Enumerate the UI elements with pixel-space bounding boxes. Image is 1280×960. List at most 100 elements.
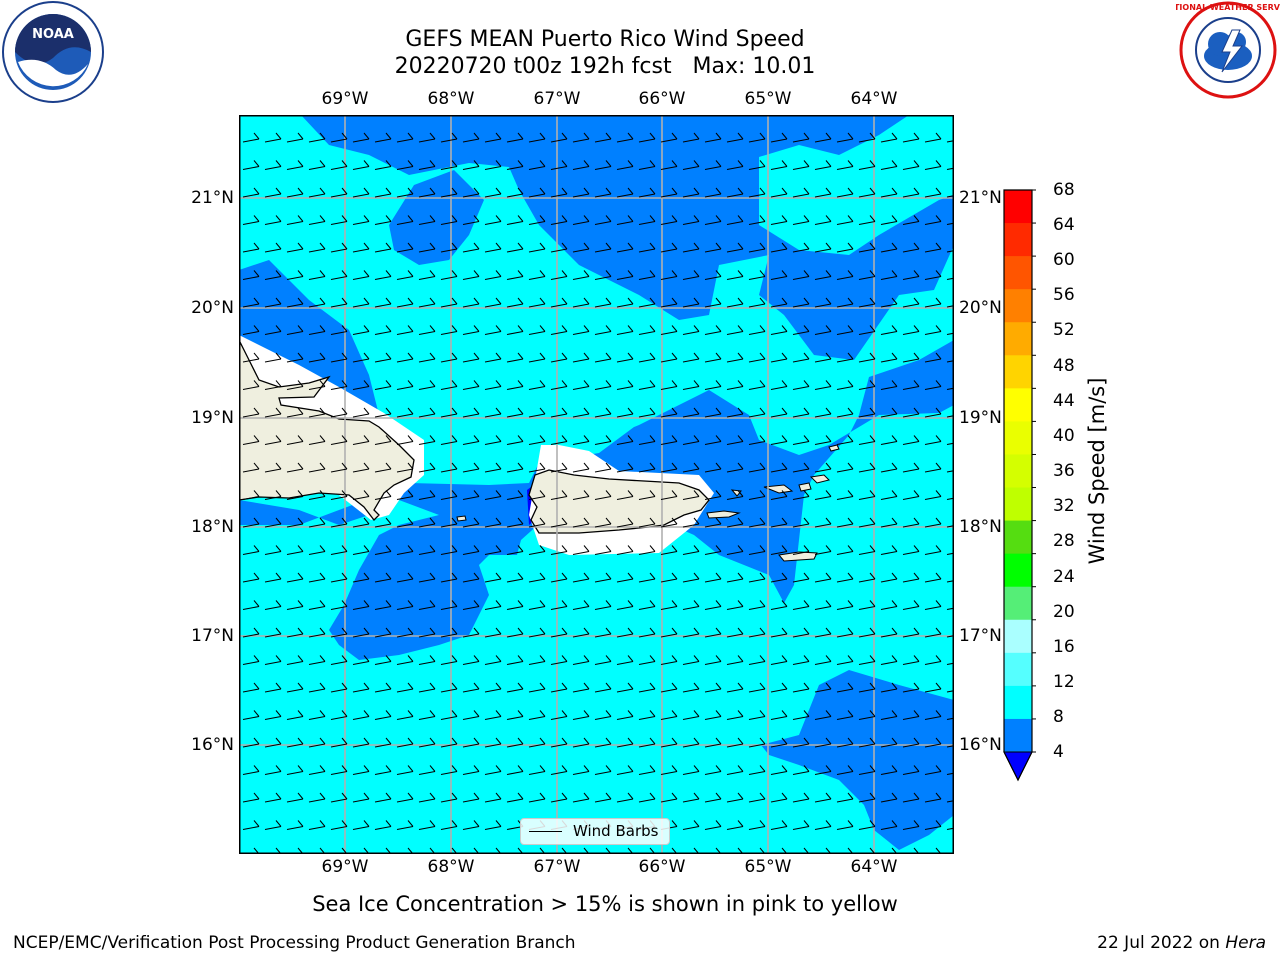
colorbar-bin xyxy=(1004,421,1032,455)
wind-barb xyxy=(660,352,678,363)
wind-barb xyxy=(616,765,634,775)
noaa-logo-text: NOAA xyxy=(32,27,74,42)
wind-barb xyxy=(660,600,678,610)
wind-barb xyxy=(374,765,392,775)
wind-barb xyxy=(440,270,458,280)
wind-barb xyxy=(418,435,436,445)
wind-barb xyxy=(330,325,348,335)
wind-barb xyxy=(286,270,304,280)
wind-barb xyxy=(682,435,700,445)
wind-barb xyxy=(330,462,348,473)
wind-barb xyxy=(836,270,854,280)
wind-barb xyxy=(484,352,502,363)
wind-barb xyxy=(858,187,876,198)
wind-barb xyxy=(374,572,392,583)
lat-tick-right-17: 17°N xyxy=(959,626,1002,646)
wind-barb xyxy=(748,682,766,693)
wind-barb xyxy=(836,407,854,418)
wind-barb xyxy=(726,572,744,583)
wind-barb xyxy=(770,490,788,500)
wind-barb xyxy=(748,132,766,143)
wind-barb xyxy=(352,627,370,638)
wind-barb xyxy=(506,132,524,143)
wind-barb xyxy=(594,600,612,610)
wind-barb xyxy=(660,765,678,775)
wind-barb xyxy=(836,297,854,308)
wind-barb xyxy=(572,710,590,720)
wind-barb xyxy=(594,627,612,638)
wind-barb xyxy=(924,187,942,198)
wind-barb xyxy=(550,765,568,775)
wind-barb xyxy=(484,462,502,473)
wind-barb xyxy=(748,765,766,775)
wind-barb xyxy=(528,132,546,143)
wind-barb xyxy=(264,380,282,390)
wind-barb xyxy=(396,380,414,390)
wind-barb xyxy=(946,800,954,803)
wind-barb xyxy=(814,545,832,555)
wind-barb xyxy=(682,270,700,280)
wind-barb xyxy=(374,627,392,638)
wind-barb xyxy=(308,242,326,253)
wind-barb xyxy=(770,765,788,775)
wind-barb xyxy=(352,490,370,500)
wind-barb xyxy=(682,655,700,665)
legend-label: Wind Barbs xyxy=(573,822,659,840)
wind-barb xyxy=(572,435,590,445)
wind-barb xyxy=(924,627,942,638)
wind-barb xyxy=(682,600,700,610)
wind-barb xyxy=(440,297,458,308)
nws-logo-text: NATIONAL WEATHER SERVICE xyxy=(1176,3,1280,12)
wind-barb xyxy=(616,600,634,610)
wind-barb xyxy=(484,270,502,280)
wind-barb xyxy=(924,270,942,280)
wind-barb xyxy=(352,710,370,720)
wind-barb xyxy=(396,160,414,170)
wind-barb xyxy=(396,682,414,693)
wind-barb xyxy=(396,600,414,610)
wind-barb xyxy=(506,187,524,198)
wind-barb xyxy=(616,710,634,720)
wind-barb xyxy=(396,545,414,555)
wind-barb xyxy=(528,325,546,335)
wind-barb xyxy=(572,765,590,775)
wind-barb xyxy=(814,187,832,198)
wind-barb xyxy=(704,242,722,253)
wind-barb xyxy=(726,490,744,500)
wind-barb xyxy=(616,380,634,390)
wind-barb xyxy=(308,435,326,445)
wind-barb xyxy=(946,772,954,775)
wind-barb xyxy=(638,710,656,720)
wind-barb xyxy=(572,572,590,583)
wind-barb xyxy=(946,580,954,583)
wind-barb xyxy=(836,600,854,610)
wind-barb xyxy=(704,435,722,445)
colorbar-bin xyxy=(1004,322,1032,356)
wind-barb xyxy=(902,545,920,555)
wind-barb xyxy=(374,600,392,610)
wind-barb xyxy=(484,545,502,555)
wind-barb xyxy=(528,187,546,198)
wind-barb xyxy=(946,140,954,143)
wind-barb xyxy=(330,737,348,748)
wind-barb xyxy=(594,325,612,335)
wind-barb xyxy=(726,655,744,665)
wind-barb xyxy=(396,737,414,748)
wind-barb xyxy=(704,297,722,308)
wind-barb xyxy=(638,380,656,390)
wind-barb xyxy=(880,710,898,720)
wind-barb xyxy=(638,765,656,775)
wind-barb xyxy=(902,517,920,528)
wind-barb xyxy=(308,682,326,693)
wind-barb xyxy=(242,710,260,720)
wind-barb xyxy=(704,380,722,390)
wind-barb xyxy=(308,407,326,418)
wind-barb xyxy=(616,297,634,308)
wind-barb xyxy=(396,270,414,280)
wind-barb xyxy=(352,132,370,143)
colorbar-bin xyxy=(1004,520,1032,555)
wind-barb xyxy=(506,407,524,418)
wind-barb xyxy=(462,517,480,528)
wind-barb xyxy=(770,215,788,225)
wind-barb xyxy=(902,215,920,225)
